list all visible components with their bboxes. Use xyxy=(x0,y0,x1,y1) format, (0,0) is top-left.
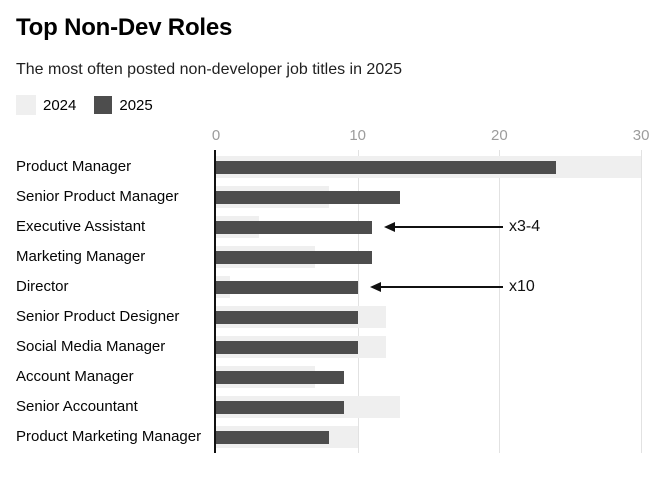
gridline xyxy=(357,150,359,453)
chart-row: Product Marketing Manager xyxy=(0,422,654,452)
bar-2025 xyxy=(216,250,372,264)
category-label: Marketing Manager xyxy=(16,248,146,265)
category-label: Product Manager xyxy=(16,158,132,175)
chart-row: Senior Product Designer xyxy=(0,302,654,332)
arrow-head-icon xyxy=(383,222,395,232)
bar-2025 xyxy=(216,280,358,294)
chart-title: Top Non-Dev Roles xyxy=(16,14,233,41)
bar-group: x10 xyxy=(216,272,654,302)
bar-2025 xyxy=(216,370,344,384)
category-label: Senior Product Manager xyxy=(16,188,179,205)
bar-group xyxy=(216,362,654,392)
arrow-line xyxy=(394,226,503,228)
bar-2025 xyxy=(216,340,358,354)
legend-label-2024: 2024 xyxy=(43,96,77,114)
chart-row: Director x10 xyxy=(0,272,654,302)
category-label: Executive Assistant xyxy=(16,218,146,235)
bar-2025 xyxy=(216,220,372,234)
arrow-head-icon xyxy=(369,282,381,292)
annotation-arrow xyxy=(369,281,503,293)
plot-area: Product Manager Senior Product Manager Exe… xyxy=(0,150,654,453)
arrow-line xyxy=(380,286,503,288)
annotation-arrow xyxy=(383,221,503,233)
gridline xyxy=(499,150,501,453)
bar-2025 xyxy=(216,430,330,444)
chart-subtitle: The most often posted non-developer job … xyxy=(16,61,403,78)
bar-group xyxy=(216,332,654,362)
legend-swatch-2025 xyxy=(94,96,113,114)
category-label: Senior Accountant xyxy=(16,398,138,415)
chart-row: Executive Assistant x3-4 xyxy=(0,212,654,242)
bar-2025 xyxy=(216,160,557,174)
category-label: Director xyxy=(16,278,69,295)
bar-2025 xyxy=(216,310,358,324)
category-label: Social Media Manager xyxy=(16,338,166,355)
chart-row: Senior Product Manager xyxy=(0,182,654,212)
legend-swatch-2024 xyxy=(16,95,36,115)
x-tick-label: 20 xyxy=(491,127,508,144)
y-axis-line xyxy=(214,150,216,453)
x-tick-label: 0 xyxy=(211,127,221,144)
bar-group xyxy=(216,422,654,452)
chart-row: Senior Accountant xyxy=(0,392,654,422)
bar-2025 xyxy=(216,400,344,414)
annotation-label: x3-4 xyxy=(509,218,541,235)
category-label: Senior Product Designer xyxy=(16,308,180,325)
bar-group xyxy=(216,182,654,212)
legend-label-2025: 2025 xyxy=(119,96,153,114)
bar-group xyxy=(216,242,654,272)
chart-row: Marketing Manager xyxy=(0,242,654,272)
bar-2025 xyxy=(216,190,401,204)
legend: 2024 2025 xyxy=(16,94,153,116)
category-label: Product Marketing Manager xyxy=(16,428,202,445)
bar-group xyxy=(216,152,654,182)
x-axis: 0 10 20 30 xyxy=(212,127,654,145)
chart-row: Account Manager xyxy=(0,362,654,392)
chart-row: Social Media Manager xyxy=(0,332,654,362)
annotation-label: x10 xyxy=(509,278,535,295)
category-label: Account Manager xyxy=(16,368,134,385)
bar-group xyxy=(216,392,654,422)
bar-group: x3-4 xyxy=(216,212,654,242)
gridline xyxy=(641,150,643,453)
x-tick-label: 10 xyxy=(349,127,367,144)
chart-row: Product Manager xyxy=(0,152,654,182)
bar-group xyxy=(216,302,654,332)
x-tick-label: 30 xyxy=(632,127,650,144)
